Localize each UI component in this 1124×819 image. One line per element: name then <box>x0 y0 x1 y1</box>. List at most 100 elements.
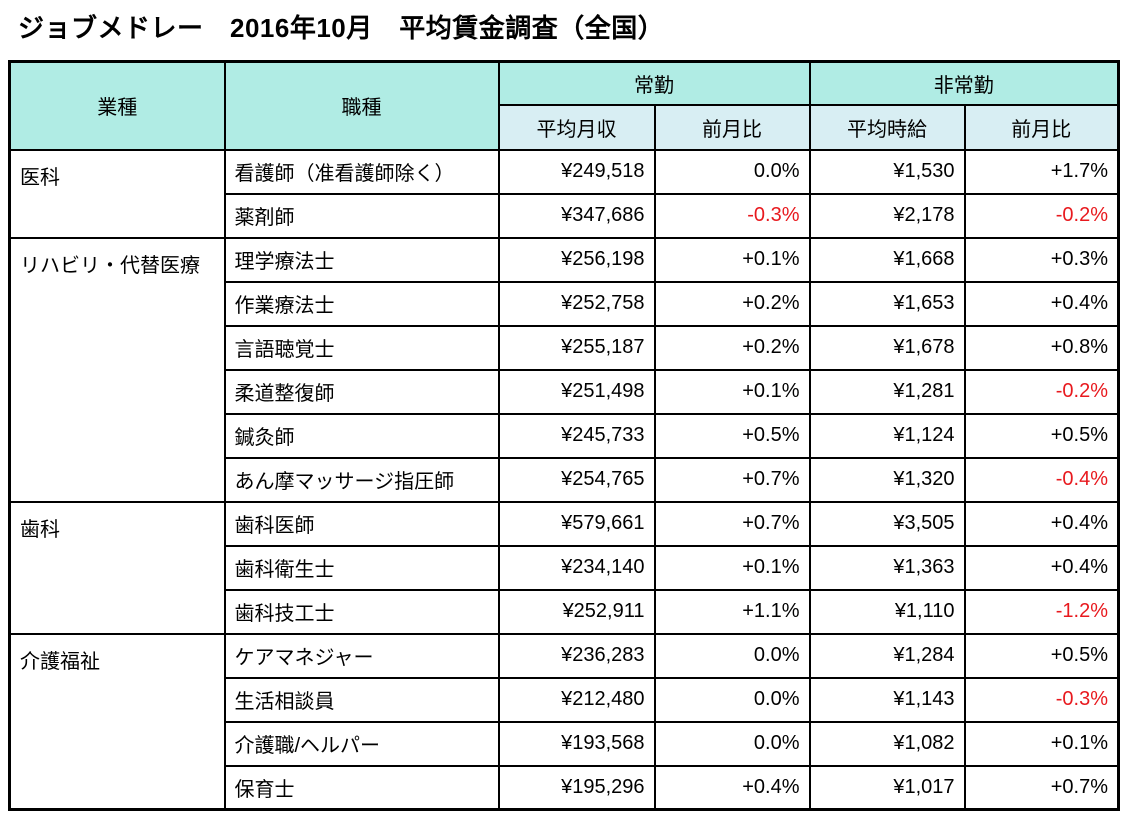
occupation-cell: 鍼灸師 <box>223 412 500 459</box>
table-row: 歯科 歯科医師 ¥579,661 +0.7% ¥3,505 +0.4% <box>8 500 1120 635</box>
avg-monthly-income-cell: ¥212,480 <box>497 676 656 723</box>
avg-hourly-wage-cell: ¥2,178 <box>808 192 966 239</box>
avg-hourly-wage-cell: ¥1,110 <box>808 588 966 635</box>
table-row: 薬剤師 ¥347,686 -0.3% ¥2,178 -0.2% <box>10 192 1120 239</box>
hourly-mom-cell: +0.4% <box>963 280 1120 327</box>
table-row: 柔道整復師 ¥251,498 +0.1% ¥1,281 -0.2% <box>10 368 1120 415</box>
hourly-mom-cell: +1.7% <box>963 148 1120 195</box>
occupation-cell: 理学療法士 <box>223 236 500 283</box>
monthly-mom-cell: +1.1% <box>653 588 811 635</box>
monthly-mom-cell: +0.1% <box>653 236 811 283</box>
table-row: 歯科技工士 ¥252,911 +1.1% ¥1,110 -1.2% <box>10 588 1120 635</box>
avg-hourly-wage-cell: ¥1,668 <box>808 236 966 283</box>
monthly-mom-cell: +0.1% <box>653 544 811 591</box>
avg-monthly-income-cell: ¥249,518 <box>497 148 656 195</box>
occupation-cell: 歯科医師 <box>223 500 500 547</box>
monthly-mom-cell: 0.0% <box>653 676 811 723</box>
hourly-mom-cell: +0.7% <box>963 764 1120 811</box>
table-row: 介護職/ヘルパー ¥193,568 0.0% ¥1,082 +0.1% <box>10 720 1120 767</box>
hourly-mom-cell: +0.4% <box>963 500 1120 547</box>
monthly-mom-cell: 0.0% <box>653 632 811 679</box>
hourly-mom-cell: +0.1% <box>963 720 1120 767</box>
avg-monthly-income-cell: ¥255,187 <box>497 324 656 371</box>
avg-monthly-income-cell: ¥236,283 <box>497 632 656 679</box>
table-row: 保育士 ¥195,296 +0.4% ¥1,017 +0.7% <box>10 764 1120 811</box>
avg-monthly-income-cell: ¥256,198 <box>497 236 656 283</box>
hourly-mom-cell: -1.2% <box>963 588 1120 635</box>
hourly-mom-cell: +0.4% <box>963 544 1120 591</box>
table-row: 介護福祉 ケアマネジャー ¥236,283 0.0% ¥1,284 +0.5% <box>8 632 1120 811</box>
hourly-mom-cell: -0.2% <box>963 192 1120 239</box>
table-row: 医科 看護師（准看護師除く） ¥249,518 0.0% ¥1,530 +1.7% <box>8 148 1120 239</box>
occupation-cell: 介護職/ヘルパー <box>223 720 500 767</box>
occupation-cell: 保育士 <box>223 764 500 811</box>
avg-monthly-income-cell: ¥195,296 <box>497 764 656 811</box>
avg-monthly-income-cell: ¥579,661 <box>497 500 656 547</box>
industry-cell: リハビリ・代替医療 <box>8 236 226 503</box>
avg-hourly-wage-cell: ¥1,678 <box>808 324 966 371</box>
industry-cell: 介護福祉 <box>8 632 226 811</box>
avg-hourly-wage-cell: ¥1,363 <box>808 544 966 591</box>
wage-table: 業種 職種 常勤 非常勤 平均月収 前月比 平均時給 前月比 医科 看護師（准看護… <box>8 60 1120 811</box>
occupation-cell: 看護師（准看護師除く） <box>223 148 500 195</box>
table-header: 業種 職種 常勤 非常勤 平均月収 前月比 平均時給 前月比 <box>8 60 1120 151</box>
hourly-mom-cell: +0.8% <box>963 324 1120 371</box>
table-body: 医科 看護師（准看護師除く） ¥249,518 0.0% ¥1,530 +1.7% 薬剤師 ¥… <box>8 148 1120 811</box>
hourly-mom-cell: -0.2% <box>963 368 1120 415</box>
avg-monthly-income-cell: ¥234,140 <box>497 544 656 591</box>
page-title: ジョブメドレー 2016年10月 平均賃金調査（全国） <box>18 13 665 43</box>
column-header-occupation: 職種 <box>223 60 500 151</box>
avg-monthly-income-cell: ¥252,911 <box>497 588 656 635</box>
avg-monthly-income-cell: ¥251,498 <box>497 368 656 415</box>
hourly-mom-cell: +0.5% <box>963 632 1120 679</box>
avg-monthly-income-cell: ¥347,686 <box>497 192 656 239</box>
occupation-cell: 薬剤師 <box>223 192 500 239</box>
avg-monthly-income-cell: ¥245,733 <box>497 412 656 459</box>
hourly-mom-cell: +0.5% <box>963 412 1120 459</box>
monthly-mom-cell: 0.0% <box>653 148 811 195</box>
occupation-cell: 生活相談員 <box>223 676 500 723</box>
column-group-header-parttime: 非常勤 <box>808 60 1120 106</box>
table-row: 言語聴覚士 ¥255,187 +0.2% ¥1,678 +0.8% <box>10 324 1120 371</box>
column-header-industry: 業種 <box>8 60 226 151</box>
monthly-mom-cell: +0.7% <box>653 456 811 503</box>
hourly-mom-cell: +0.3% <box>963 236 1120 283</box>
avg-hourly-wage-cell: ¥1,143 <box>808 676 966 723</box>
avg-hourly-wage-cell: ¥1,124 <box>808 412 966 459</box>
hourly-mom-cell: -0.4% <box>963 456 1120 503</box>
table-row: 鍼灸師 ¥245,733 +0.5% ¥1,124 +0.5% <box>10 412 1120 459</box>
monthly-mom-cell: +0.7% <box>653 500 811 547</box>
avg-hourly-wage-cell: ¥1,284 <box>808 632 966 679</box>
avg-monthly-income-cell: ¥252,758 <box>497 280 656 327</box>
occupation-cell: 柔道整復師 <box>223 368 500 415</box>
column-header-avg-monthly-income: 平均月収 <box>497 103 656 151</box>
column-group-header-fulltime: 常勤 <box>497 60 811 106</box>
monthly-mom-cell: +0.2% <box>653 280 811 327</box>
table-row: 作業療法士 ¥252,758 +0.2% ¥1,653 +0.4% <box>10 280 1120 327</box>
occupation-cell: 言語聴覚士 <box>223 324 500 371</box>
monthly-mom-cell: +0.2% <box>653 324 811 371</box>
monthly-mom-cell: +0.5% <box>653 412 811 459</box>
table-row: 歯科衛生士 ¥234,140 +0.1% ¥1,363 +0.4% <box>10 544 1120 591</box>
industry-cell: 医科 <box>8 148 226 239</box>
avg-hourly-wage-cell: ¥1,082 <box>808 720 966 767</box>
occupation-cell: ケアマネジャー <box>223 632 500 679</box>
column-header-mom-fulltime: 前月比 <box>653 103 811 151</box>
table-row: あん摩マッサージ指圧師 ¥254,765 +0.7% ¥1,320 -0.4% <box>10 456 1120 503</box>
avg-monthly-income-cell: ¥193,568 <box>497 720 656 767</box>
avg-hourly-wage-cell: ¥3,505 <box>808 500 966 547</box>
avg-hourly-wage-cell: ¥1,530 <box>808 148 966 195</box>
avg-monthly-income-cell: ¥254,765 <box>497 456 656 503</box>
hourly-mom-cell: -0.3% <box>963 676 1120 723</box>
industry-cell: 歯科 <box>8 500 226 635</box>
monthly-mom-cell: 0.0% <box>653 720 811 767</box>
monthly-mom-cell: +0.1% <box>653 368 811 415</box>
occupation-cell: 作業療法士 <box>223 280 500 327</box>
monthly-mom-cell: -0.3% <box>653 192 811 239</box>
occupation-cell: 歯科技工士 <box>223 588 500 635</box>
column-header-mom-parttime: 前月比 <box>963 103 1120 151</box>
occupation-cell: あん摩マッサージ指圧師 <box>223 456 500 503</box>
column-header-avg-hourly-wage: 平均時給 <box>808 103 966 151</box>
avg-hourly-wage-cell: ¥1,320 <box>808 456 966 503</box>
avg-hourly-wage-cell: ¥1,017 <box>808 764 966 811</box>
